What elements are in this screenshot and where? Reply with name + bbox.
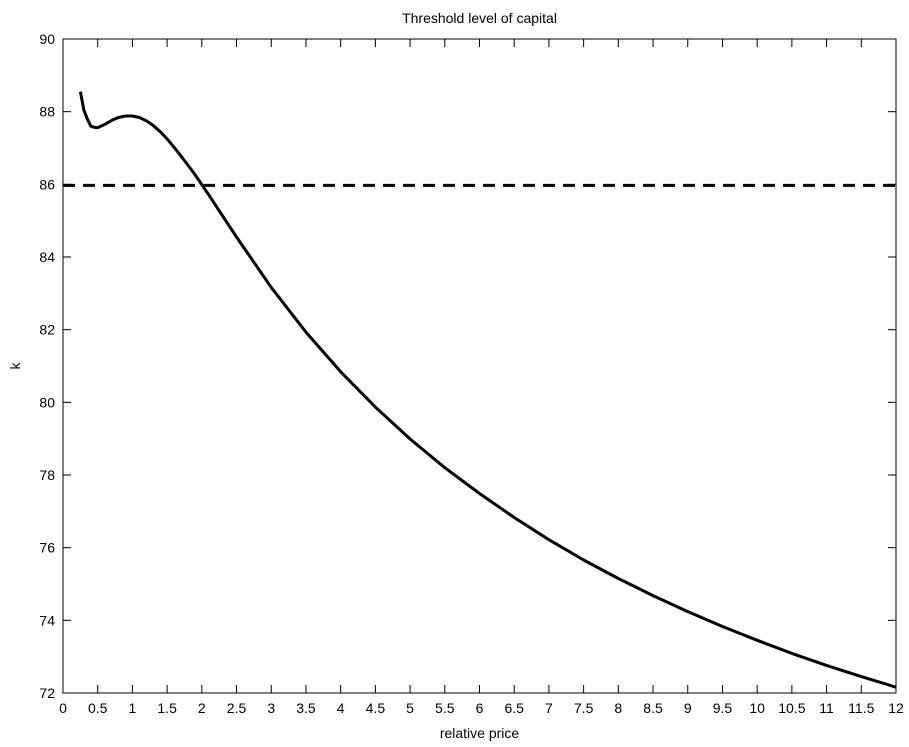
- x-tick-label: 12: [888, 700, 904, 716]
- x-tick-label: 2: [198, 700, 206, 716]
- tick-labels: 0 0.5 1 1.5 2 2.5 3 3.5 4 4.5 5 5.5 6 6.5 7 7.5 8 8.5 9 9.5…: [39, 31, 904, 716]
- x-tick-label: 4.5: [366, 700, 386, 716]
- x-tick-label: 11: [819, 700, 834, 716]
- x-tick-label: 4: [337, 700, 345, 716]
- y-tick-label: 84: [39, 249, 55, 265]
- axis-ticks: [62, 38, 897, 694]
- x-tick-label: 0: [59, 700, 67, 716]
- x-tick-label: 7: [545, 700, 553, 716]
- x-tick-label: 7.5: [574, 700, 594, 716]
- x-tick-label: 10: [749, 700, 765, 716]
- x-tick-label: 6: [476, 700, 484, 716]
- x-tick-label: 10.5: [778, 700, 805, 716]
- x-axis-label: relative price: [440, 725, 520, 741]
- y-tick-label: 80: [39, 394, 55, 410]
- x-tick-label: 1: [129, 700, 137, 716]
- y-tick-label: 86: [39, 176, 55, 192]
- x-tick-label: 5: [406, 700, 414, 716]
- y-tick-label: 90: [39, 31, 55, 47]
- plot-area: [62, 38, 897, 694]
- threshold-curve: [78, 91, 897, 689]
- y-tick-label: 76: [39, 540, 55, 556]
- x-tick-label: 3: [267, 700, 275, 716]
- x-tick-label: 5.5: [435, 700, 455, 716]
- series-layer: [63, 91, 897, 689]
- x-tick-label: 0.5: [88, 700, 108, 716]
- x-tick-label: 2.5: [227, 700, 247, 716]
- chart-title: Threshold level of capital: [402, 10, 557, 26]
- x-tick-label: 6.5: [504, 700, 524, 716]
- x-tick-label: 11.5: [848, 700, 874, 716]
- y-tick-label: 88: [39, 104, 55, 120]
- x-tick-label: 1.5: [157, 700, 177, 716]
- x-tick-label: 3.5: [296, 700, 316, 716]
- x-tick-label: 9: [684, 700, 692, 716]
- y-tick-label: 78: [39, 467, 55, 483]
- x-tick-label: 8.5: [643, 700, 663, 716]
- x-tick-label: 9.5: [713, 700, 733, 716]
- y-tick-label: 72: [39, 685, 55, 701]
- x-tick-label: 8: [614, 700, 622, 716]
- y-axis-label: k: [7, 362, 23, 370]
- y-tick-label: 82: [39, 322, 55, 338]
- y-tick-label: 74: [39, 612, 55, 628]
